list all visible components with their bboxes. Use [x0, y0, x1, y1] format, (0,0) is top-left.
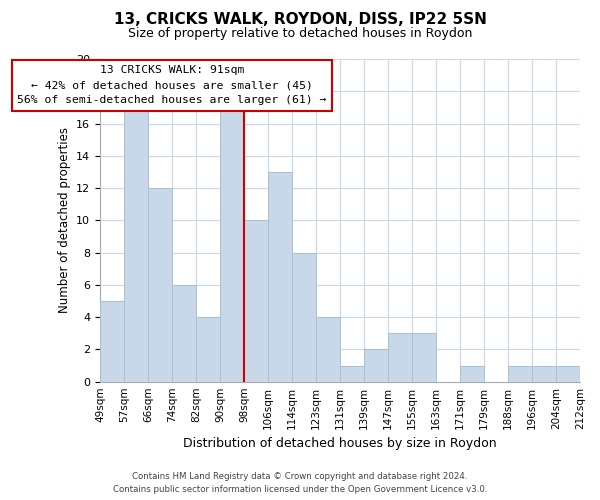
Text: Size of property relative to detached houses in Roydon: Size of property relative to detached ho…: [128, 28, 472, 40]
Y-axis label: Number of detached properties: Number of detached properties: [58, 128, 71, 314]
Bar: [220, 108, 244, 382]
Bar: [460, 366, 484, 382]
Bar: [268, 172, 292, 382]
Bar: [196, 317, 220, 382]
Bar: [532, 366, 556, 382]
X-axis label: Distribution of detached houses by size in Roydon: Distribution of detached houses by size …: [183, 437, 497, 450]
Bar: [244, 220, 268, 382]
Bar: [124, 108, 148, 382]
Bar: [412, 334, 436, 382]
Text: 13 CRICKS WALK: 91sqm
← 42% of detached houses are smaller (45)
56% of semi-deta: 13 CRICKS WALK: 91sqm ← 42% of detached …: [17, 66, 326, 105]
Bar: [556, 366, 580, 382]
Bar: [148, 188, 172, 382]
Text: Contains HM Land Registry data © Crown copyright and database right 2024.
Contai: Contains HM Land Registry data © Crown c…: [113, 472, 487, 494]
Bar: [508, 366, 532, 382]
Bar: [292, 252, 316, 382]
Text: 13, CRICKS WALK, ROYDON, DISS, IP22 5SN: 13, CRICKS WALK, ROYDON, DISS, IP22 5SN: [113, 12, 487, 28]
Bar: [172, 285, 196, 382]
Bar: [388, 334, 412, 382]
Bar: [364, 350, 388, 382]
Bar: [340, 366, 364, 382]
Bar: [100, 301, 124, 382]
Bar: [316, 317, 340, 382]
